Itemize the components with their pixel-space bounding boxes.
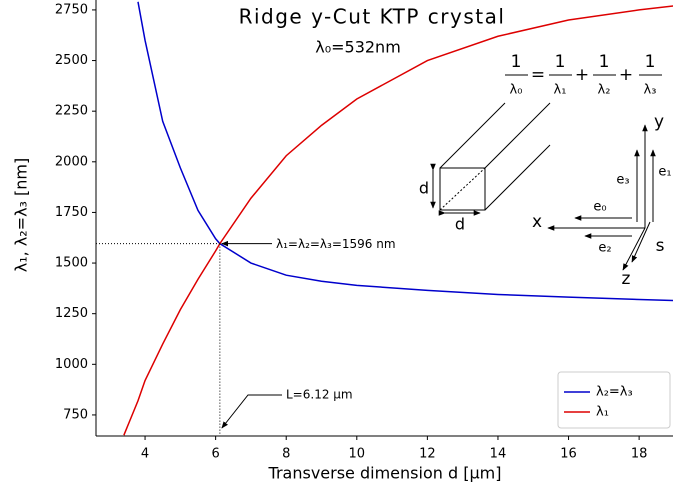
formula-den: λ₀ [510, 83, 523, 98]
y-tick-label: 750 [63, 407, 88, 422]
y-tick-label: 2750 [55, 2, 88, 17]
diagram-label: d [455, 215, 465, 234]
diagram-label: y [654, 112, 664, 132]
formula-den: λ₃ [644, 83, 657, 98]
y-tick-label: 1500 [55, 256, 88, 271]
diagram-label: e₀ [593, 200, 606, 215]
formula-num: 1 [645, 52, 656, 72]
diagonal [439, 167, 486, 211]
x-tick-label: 10 [349, 447, 366, 462]
diagram-label: e₁ [658, 165, 671, 180]
x-tick-label: 4 [141, 447, 149, 462]
y-tick-label: 1750 [55, 205, 88, 220]
annotation: L=6.12 μm [286, 388, 353, 402]
formula-num: 1 [555, 52, 566, 72]
diagram-label: x [532, 212, 542, 232]
diagram-label: d [419, 179, 429, 198]
axis-arrow [622, 227, 646, 271]
x-tick-label: 6 [211, 447, 219, 462]
series-line [137, 1, 673, 302]
diagram-label: s [656, 236, 665, 256]
legend-label: λ₂=λ₃ [596, 385, 633, 400]
x-axis-label: Transverse dimension d [μm] [268, 464, 502, 483]
y-tick-label: 2500 [55, 53, 88, 68]
y-tick-label: 2250 [55, 104, 88, 119]
subtitle: λ₀=532nm [315, 38, 401, 57]
y-axis-label: λ₁, λ₂=λ₃ [nm] [12, 158, 31, 273]
formula-den: λ₂ [598, 83, 611, 98]
legend-box [557, 371, 671, 429]
formula-num: 1 [599, 52, 610, 72]
y-tick-label: 1000 [55, 357, 88, 372]
crystal-front [439, 167, 486, 211]
series-line [123, 5, 673, 436]
chart-title: Ridge y-Cut KTP crystal [239, 5, 506, 29]
diagram-label: z [622, 269, 631, 289]
x-tick-label: 18 [631, 447, 648, 462]
legend-label: λ₁ [596, 405, 609, 420]
crystal-diagram: d d x y z s e₃ e₀ e₂ e₁ [419, 102, 672, 289]
edge [439, 102, 506, 169]
formula-op: = [531, 65, 545, 85]
axis-arrow [631, 221, 651, 263]
y-tick-label: 2000 [55, 154, 88, 169]
diagram-label: e₃ [616, 173, 629, 188]
formula-num: 1 [511, 52, 522, 72]
plot-area [123, 1, 673, 436]
formula-den: λ₁ [554, 83, 567, 98]
annotation-arrow [221, 394, 282, 429]
y-tick-label: 1250 [55, 306, 88, 321]
annotation: λ₁=λ₂=λ₃=1596 nm [276, 237, 396, 251]
formula-op: + [619, 65, 633, 85]
x-tick-label: 12 [419, 447, 436, 462]
x-tick-label: 8 [282, 447, 290, 462]
legend: λ₂=λ₃ λ₁ [557, 371, 671, 429]
x-tick-label: 14 [490, 447, 507, 462]
edge [484, 144, 551, 211]
x-tick-label: 16 [560, 447, 577, 462]
diagram-label: e₂ [598, 241, 611, 256]
formula: 1 λ₀ = 1 λ₁ + 1 λ₂ + 1 λ₃ [505, 52, 662, 98]
edge [484, 102, 551, 169]
formula-op: + [575, 65, 589, 85]
